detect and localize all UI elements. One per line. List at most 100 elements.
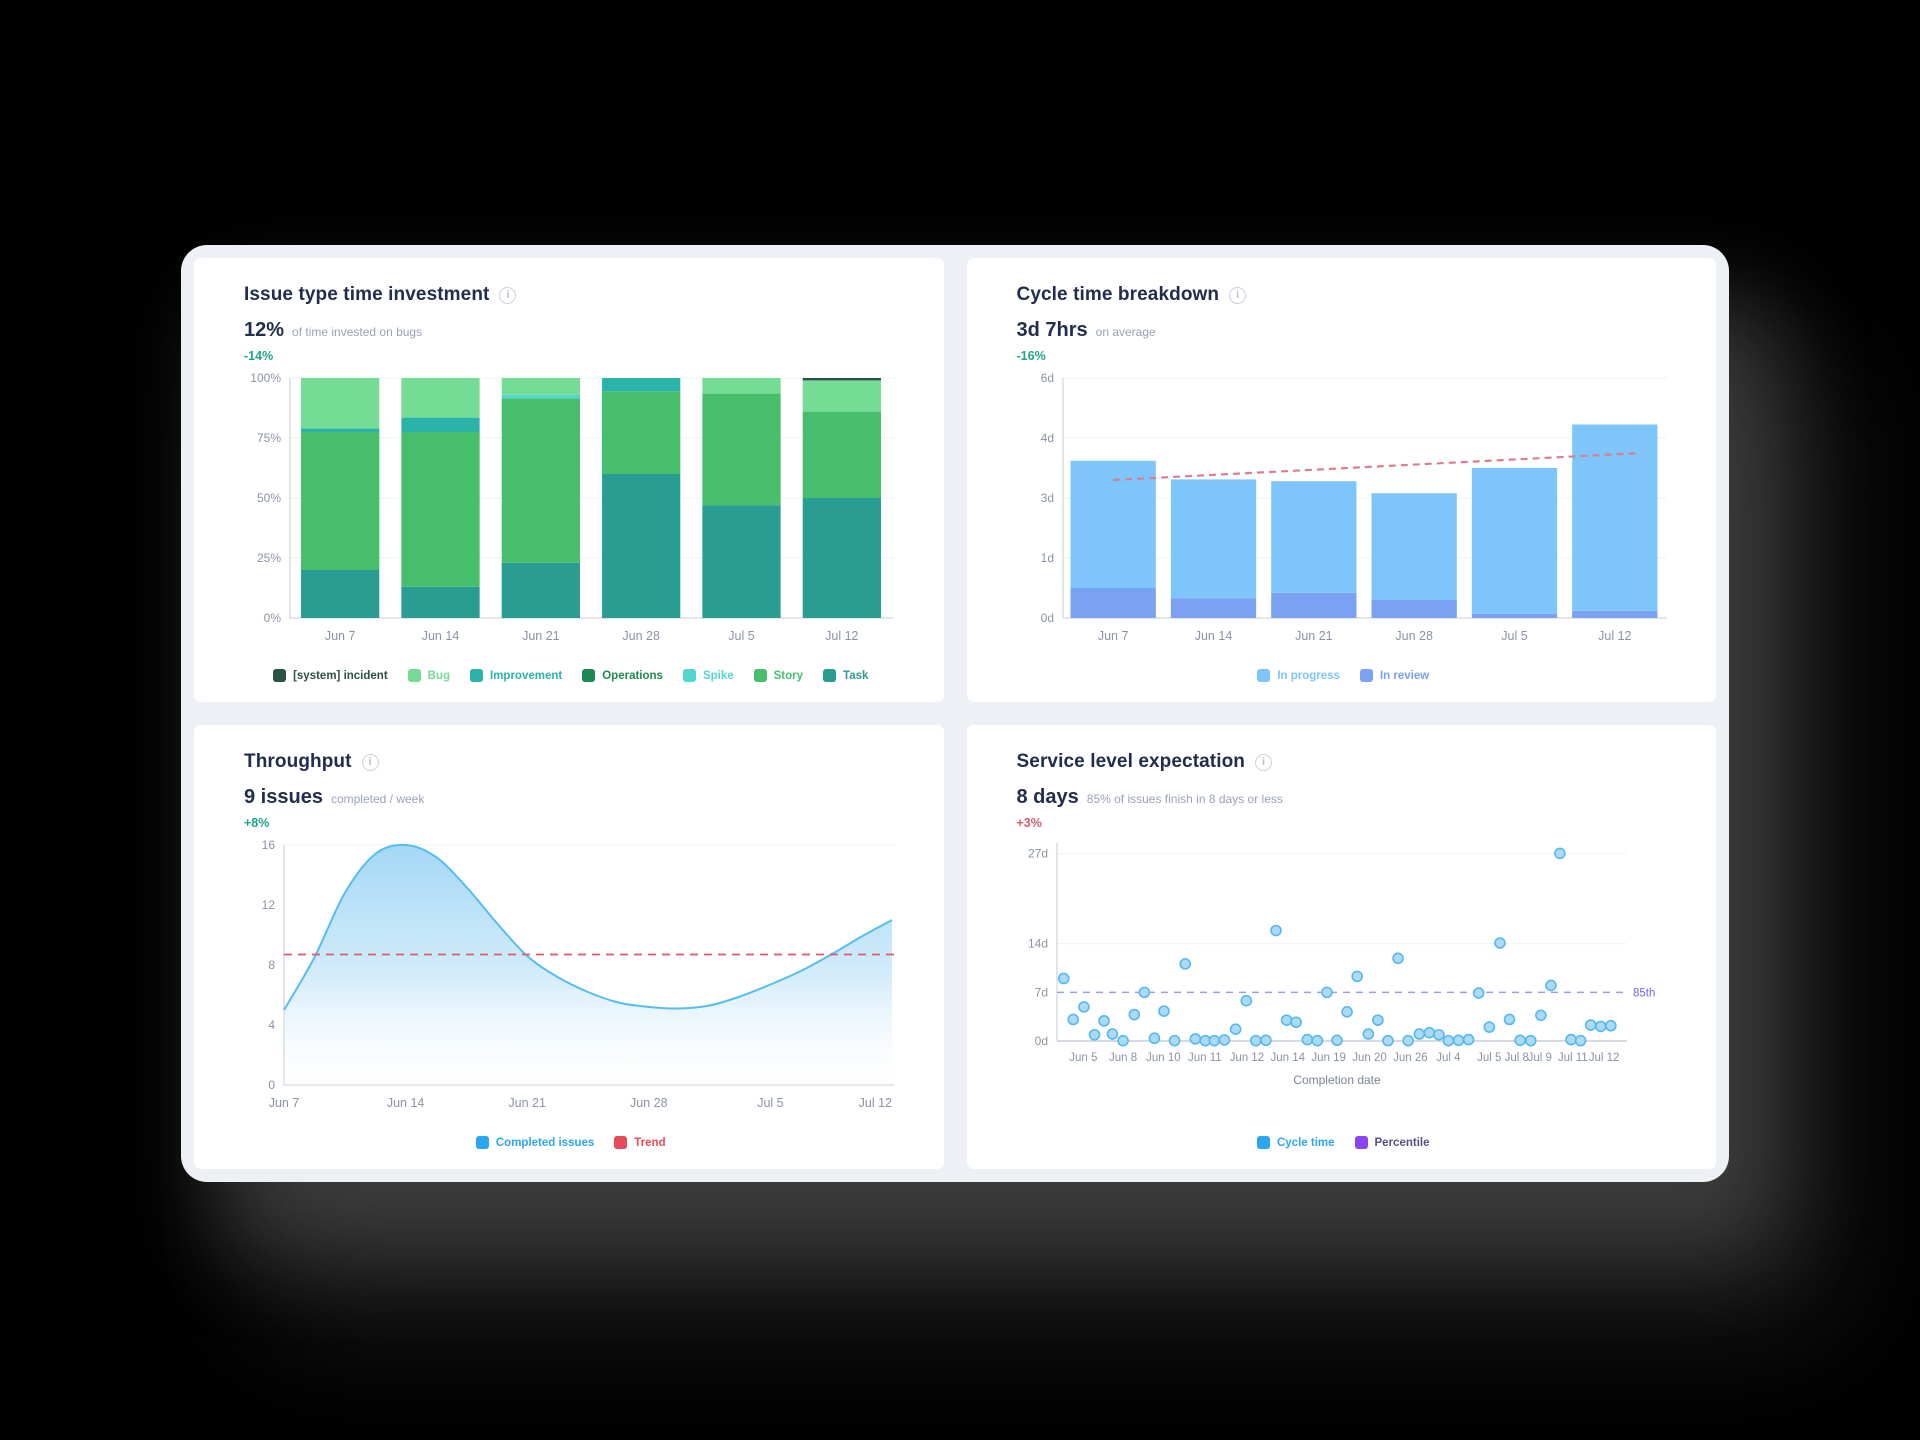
panel-service-level-expectation: Service level expectation i 8 days 85% o…	[966, 725, 1716, 1169]
legend-swatch	[614, 1136, 628, 1149]
legend-label: Completed issues	[495, 1136, 595, 1149]
throughput-chart[interactable]: 16 12 8 4 0 Jun 7 Jun 14 Jun 21 Jun 28 Jul 5 Jul 1…	[244, 838, 894, 1110]
legend-item[interactable]: Task	[823, 669, 868, 682]
svg-text:Jun 14: Jun 14	[422, 629, 460, 643]
legend-label: Operations	[602, 669, 663, 682]
delta-badge: +8%	[244, 816, 270, 830]
issue-type-chart[interactable]: 100% 75% 50% 25% 0% Jun 7 Jun 14 Jun 21 Jun 28 Ju…	[244, 371, 894, 643]
svg-text:Jun 14: Jun 14	[1270, 1052, 1305, 1064]
legend-swatch	[1257, 669, 1271, 682]
svg-text:0d: 0d	[1040, 611, 1053, 625]
svg-text:Jul 9: Jul 9	[1527, 1052, 1551, 1064]
metric-caption: 85% of issues finish in 8 days or less	[1086, 792, 1283, 806]
legend-label: Task	[843, 669, 869, 682]
metric-caption: completed / week	[330, 792, 425, 806]
svg-text:Jun 11: Jun 11	[1187, 1052, 1221, 1064]
legend-swatch	[823, 669, 837, 682]
legend-item[interactable]: Cycle time	[1256, 1136, 1335, 1149]
page-title: Service level expectation	[1016, 751, 1246, 772]
info-icon[interactable]: i	[1229, 286, 1247, 304]
svg-text:0d: 0d	[1034, 1034, 1047, 1048]
svg-text:Jun 14: Jun 14	[1194, 629, 1232, 643]
metric-value: 3d 7hrs	[1016, 319, 1088, 341]
legend-item[interactable]: Trend	[614, 1136, 666, 1149]
svg-text:Jul 11: Jul 11	[1557, 1052, 1587, 1064]
dashboard-window: Issue type time investment i 12% of time…	[181, 245, 1729, 1182]
legend-swatch	[273, 669, 287, 682]
delta-badge: -16%	[1016, 349, 1046, 363]
legend-label: Bug	[427, 669, 451, 682]
panel-header: Service level expectation i	[1017, 751, 1671, 773]
legend-label: Improvement	[490, 669, 563, 682]
legend-item[interactable]: Story	[753, 669, 804, 682]
svg-text:Jul 12: Jul 12	[1588, 1052, 1619, 1064]
legend-item[interactable]: Operations	[582, 669, 663, 682]
delta-badge: +3%	[1016, 816, 1042, 830]
svg-text:16: 16	[262, 838, 276, 852]
info-icon[interactable]: i	[361, 753, 379, 771]
legend-swatch	[475, 1136, 489, 1149]
metric-caption: on average	[1095, 325, 1156, 339]
svg-text:Jul 5: Jul 5	[757, 1096, 783, 1110]
legend-swatch	[1354, 1136, 1368, 1149]
page-title: Throughput	[244, 751, 352, 772]
svg-text:Jun 5: Jun 5	[1069, 1052, 1097, 1064]
legend-label: Cycle time	[1276, 1136, 1335, 1149]
svg-text:Jun 28: Jun 28	[630, 1096, 668, 1110]
svg-text:Jun 28: Jun 28	[1395, 629, 1433, 643]
cycle-time-chart[interactable]: 6d 4d 3d 1d 0d Jun 7 Jun 14 Jun 21 Jun 28 Jul 5 Ju…	[1017, 371, 1667, 643]
svg-text:6d: 6d	[1040, 371, 1053, 385]
svg-text:85th: 85th	[1633, 987, 1655, 999]
legend-item[interactable]: In review	[1359, 669, 1430, 682]
svg-text:Jul 4: Jul 4	[1436, 1052, 1461, 1064]
panel-throughput: Throughput i 9 issues completed / week +…	[194, 725, 944, 1169]
panel-header: Throughput i	[244, 751, 898, 773]
legend-swatch	[582, 669, 596, 682]
panel-header: Issue type time investment i	[244, 284, 898, 306]
legend-item[interactable]: [system] incident	[273, 669, 388, 682]
panel-cycle-time-breakdown: Cycle time breakdown i 3d 7hrs on averag…	[966, 258, 1716, 702]
svg-text:Jun 28: Jun 28	[622, 629, 660, 643]
svg-text:Completion date: Completion date	[1293, 1073, 1381, 1087]
legend-item[interactable]: Bug	[407, 669, 451, 682]
legend-label: Percentile	[1374, 1136, 1430, 1149]
svg-text:4d: 4d	[1040, 431, 1053, 445]
svg-text:3d: 3d	[1040, 491, 1053, 505]
svg-text:75%: 75%	[257, 431, 281, 445]
svg-text:Jul 12: Jul 12	[859, 1096, 892, 1110]
svg-text:4: 4	[268, 1018, 275, 1032]
metric-value: 9 issues	[244, 786, 323, 808]
svg-text:Jun 7: Jun 7	[1097, 629, 1128, 643]
panel-header: Cycle time breakdown i	[1017, 284, 1671, 306]
legend-item[interactable]: Completed issues	[475, 1136, 595, 1149]
svg-text:27d: 27d	[1027, 846, 1047, 860]
legend-label: Story	[773, 669, 804, 682]
legend-label: Spike	[702, 669, 734, 682]
legend-item[interactable]: Spike	[682, 669, 734, 682]
svg-text:Jul 12: Jul 12	[1598, 629, 1631, 643]
legend-item[interactable]: Percentile	[1354, 1136, 1430, 1149]
svg-text:Jun 12: Jun 12	[1229, 1052, 1264, 1064]
svg-text:Jun 7: Jun 7	[269, 1096, 300, 1110]
svg-text:Jun 19: Jun 19	[1311, 1052, 1346, 1064]
legend-swatch	[1359, 669, 1373, 682]
sle-chart[interactable]: 27d 14d 7d 0d 85th Jun 5 Jun 8 Jun 10 Jun 11 Jun …	[1017, 838, 1667, 1110]
metric-value: 8 days	[1016, 786, 1079, 808]
legend-label: In review	[1379, 669, 1430, 682]
svg-text:Jun 21: Jun 21	[1295, 629, 1333, 643]
metric-value: 12%	[244, 319, 285, 341]
legend-item[interactable]: Improvement	[470, 669, 562, 682]
metric-caption: of time invested on bugs	[292, 325, 423, 339]
svg-text:Jun 26: Jun 26	[1393, 1052, 1428, 1064]
svg-text:100%: 100%	[250, 371, 281, 385]
legend-swatch	[753, 669, 767, 682]
svg-text:8: 8	[268, 958, 275, 972]
info-icon[interactable]: i	[499, 286, 517, 304]
page-title: Issue type time investment	[244, 284, 490, 305]
legend-item[interactable]: In progress	[1257, 669, 1340, 682]
svg-text:25%: 25%	[257, 551, 281, 565]
svg-text:12: 12	[262, 898, 276, 912]
info-icon[interactable]: i	[1255, 753, 1273, 771]
delta-badge: -14%	[244, 349, 274, 363]
svg-text:1d: 1d	[1040, 551, 1053, 565]
